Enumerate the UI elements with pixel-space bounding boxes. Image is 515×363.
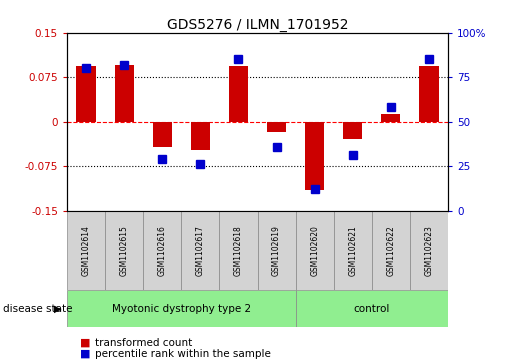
Text: GSM1102615: GSM1102615: [119, 225, 129, 276]
Text: Myotonic dystrophy type 2: Myotonic dystrophy type 2: [112, 303, 251, 314]
Text: disease state: disease state: [3, 303, 72, 314]
Text: GSM1102621: GSM1102621: [348, 225, 357, 276]
Text: GSM1102620: GSM1102620: [310, 225, 319, 276]
Bar: [181, 211, 219, 290]
Text: GSM1102617: GSM1102617: [196, 225, 205, 276]
Bar: [105, 211, 143, 290]
Bar: [382, 114, 401, 122]
Text: GSM1102619: GSM1102619: [272, 225, 281, 276]
Bar: [267, 122, 286, 132]
Text: GSM1102616: GSM1102616: [158, 225, 167, 276]
Bar: [296, 211, 334, 290]
Bar: [344, 122, 363, 139]
Text: GSM1102614: GSM1102614: [81, 225, 91, 276]
Bar: [67, 290, 296, 327]
Text: ■: ■: [80, 349, 90, 359]
Text: percentile rank within the sample: percentile rank within the sample: [95, 349, 271, 359]
Bar: [305, 122, 324, 190]
Text: control: control: [354, 303, 390, 314]
Bar: [219, 211, 258, 290]
Bar: [410, 211, 448, 290]
Bar: [191, 122, 210, 150]
Text: GSM1102622: GSM1102622: [386, 225, 396, 276]
Text: ■: ■: [80, 338, 90, 348]
Bar: [296, 290, 448, 327]
Bar: [67, 211, 105, 290]
Bar: [114, 65, 134, 122]
Bar: [372, 211, 410, 290]
Bar: [76, 66, 96, 122]
Bar: [419, 66, 439, 122]
Text: transformed count: transformed count: [95, 338, 193, 348]
Title: GDS5276 / ILMN_1701952: GDS5276 / ILMN_1701952: [167, 18, 348, 32]
Bar: [334, 211, 372, 290]
Text: ▶: ▶: [55, 303, 62, 314]
Bar: [153, 122, 172, 147]
Bar: [258, 211, 296, 290]
Bar: [229, 66, 248, 122]
Bar: [143, 211, 181, 290]
Text: GSM1102623: GSM1102623: [424, 225, 434, 276]
Text: GSM1102618: GSM1102618: [234, 225, 243, 276]
